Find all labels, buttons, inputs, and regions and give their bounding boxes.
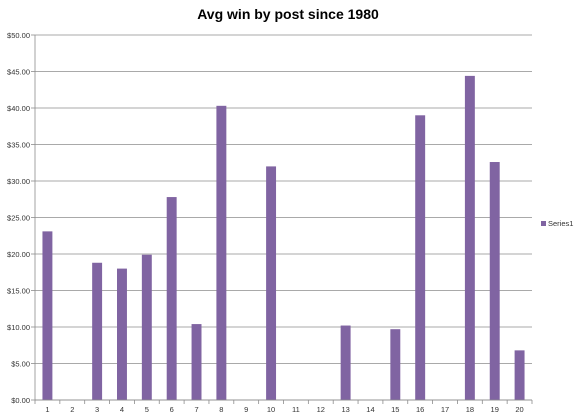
x-tick-label: 20 — [515, 405, 523, 414]
y-tick-label: $45.00 — [7, 68, 30, 77]
x-tick-label: 7 — [194, 405, 198, 414]
bar — [390, 329, 401, 400]
bar — [489, 162, 500, 400]
y-tick-label: $10.00 — [7, 323, 30, 332]
x-tick-label: 4 — [120, 405, 124, 414]
bar — [415, 115, 426, 401]
x-tick-label: 15 — [391, 405, 399, 414]
bars — [42, 75, 525, 401]
x-tick-label: 9 — [244, 405, 248, 414]
y-tick-label: $25.00 — [7, 214, 30, 223]
bar — [92, 262, 103, 400]
bar — [266, 166, 277, 400]
x-tick-label: 14 — [366, 405, 374, 414]
y-tick-label: $40.00 — [7, 104, 30, 113]
x-tick-label: 2 — [70, 405, 74, 414]
x-tick-label: 1 — [45, 405, 49, 414]
legend-swatch — [541, 221, 546, 226]
bar — [117, 268, 127, 400]
y-tick-label: $30.00 — [7, 177, 30, 186]
x-tick-label: 12 — [317, 405, 325, 414]
x-tick-label: 5 — [145, 405, 149, 414]
x-axis: 1 2 3 4 5 6 7 8 9 10 11 12 13 14 15 16 17 18 19 20 — [34, 399, 533, 414]
x-tick-label: 6 — [170, 405, 174, 414]
y-axis: $0.00 $5.00 $10.00 $15.00 $20.00 $25.00 $30.00… — [7, 31, 36, 405]
x-tick-label: 8 — [219, 405, 223, 414]
bar — [216, 105, 227, 400]
x-tick-label: 17 — [441, 405, 449, 414]
y-tick-label: $0.00 — [11, 396, 30, 405]
chart-title: Avg win by post since 1980 — [197, 6, 379, 22]
x-tick-label: 3 — [95, 405, 99, 414]
bar — [464, 75, 475, 400]
x-tick-label: 11 — [292, 405, 300, 414]
y-tick-label: $35.00 — [7, 141, 30, 150]
legend: Series1 — [541, 219, 573, 228]
bar — [166, 197, 177, 400]
y-tick-label: $20.00 — [7, 250, 30, 259]
x-tick-label: 16 — [416, 405, 424, 414]
y-tick-label: $15.00 — [7, 287, 30, 296]
bar — [141, 254, 152, 400]
x-tick-label: 18 — [466, 405, 474, 414]
bar — [340, 325, 351, 400]
legend-label: Series1 — [548, 219, 573, 228]
bar — [42, 231, 53, 400]
x-tick-label: 19 — [491, 405, 499, 414]
bar — [514, 350, 525, 400]
x-tick-label: 13 — [341, 405, 349, 414]
x-tick-label: 10 — [267, 405, 275, 414]
gridlines — [35, 34, 532, 401]
y-tick-label: $50.00 — [7, 31, 30, 40]
bar — [191, 324, 202, 400]
y-tick-label: $5.00 — [11, 360, 30, 369]
